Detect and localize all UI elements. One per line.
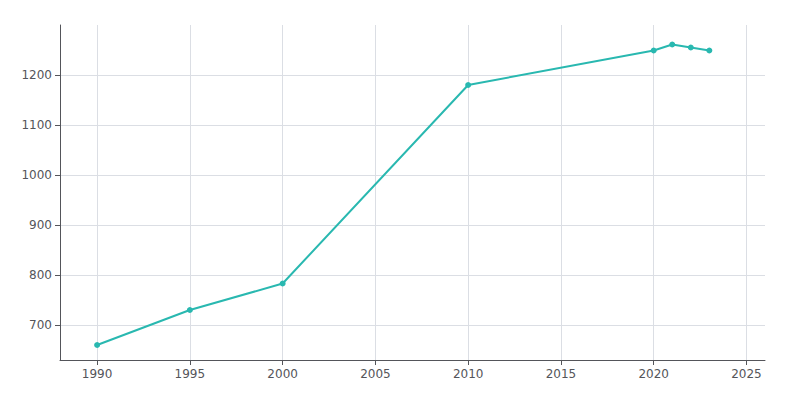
svg-text:900: 900 bbox=[29, 218, 52, 232]
svg-text:1000: 1000 bbox=[21, 168, 52, 182]
svg-text:2005: 2005 bbox=[360, 367, 391, 381]
svg-text:800: 800 bbox=[29, 268, 52, 282]
svg-text:700: 700 bbox=[29, 318, 52, 332]
svg-text:2015: 2015 bbox=[546, 367, 577, 381]
svg-text:1100: 1100 bbox=[21, 118, 52, 132]
svg-text:2020: 2020 bbox=[638, 367, 669, 381]
svg-text:2025: 2025 bbox=[731, 367, 762, 381]
svg-text:1200: 1200 bbox=[21, 68, 52, 82]
svg-text:1995: 1995 bbox=[175, 367, 206, 381]
svg-text:1990: 1990 bbox=[82, 367, 113, 381]
svg-text:2000: 2000 bbox=[267, 367, 298, 381]
svg-text:2010: 2010 bbox=[453, 367, 484, 381]
